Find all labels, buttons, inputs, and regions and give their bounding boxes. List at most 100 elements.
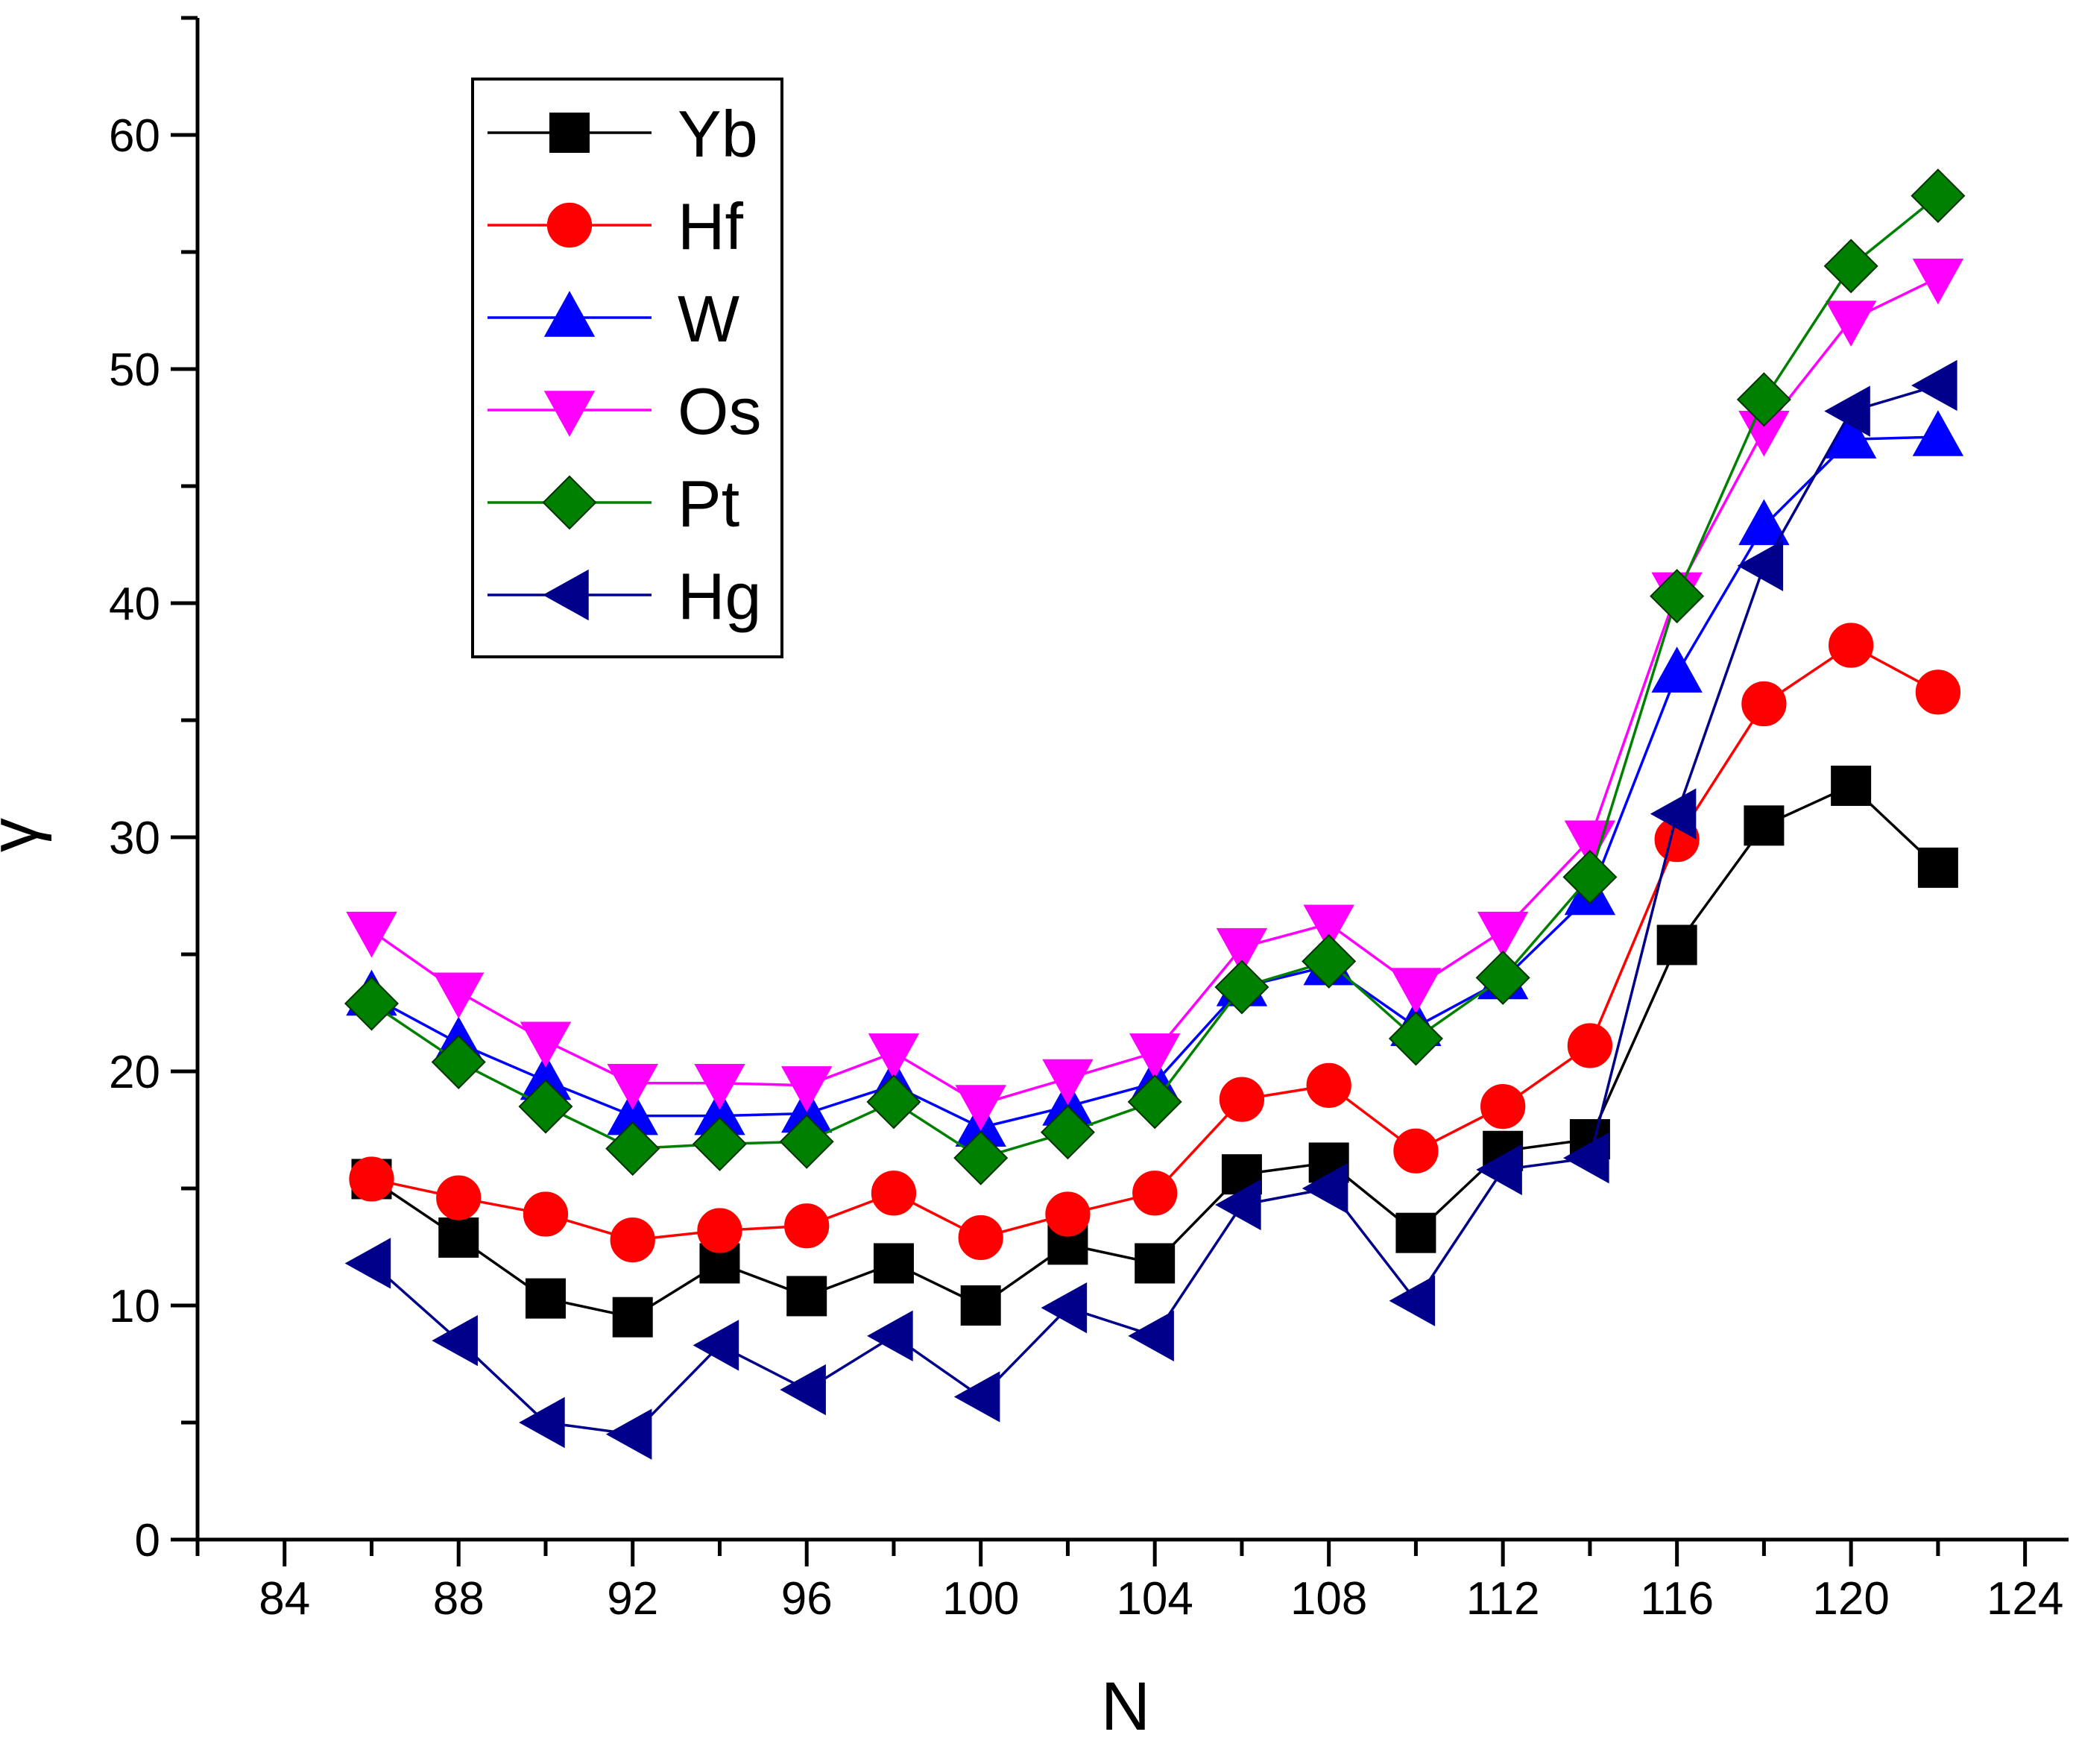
legend-marker-os — [543, 391, 596, 437]
data-point-pt — [1302, 933, 1357, 989]
x-tick-label: 124 — [1987, 1573, 2063, 1625]
data-point-yb — [438, 1217, 479, 1258]
x-tick-label: 88 — [433, 1573, 485, 1625]
data-point-yb — [1135, 1243, 1176, 1284]
data-point-pt — [1736, 372, 1791, 427]
data-point-os — [1477, 911, 1529, 958]
y-axis-title: γ — [0, 818, 52, 852]
y-tick-label: 30 — [109, 813, 160, 864]
x-tick-label: 116 — [1640, 1573, 1714, 1625]
legend-label-w: W — [678, 282, 739, 356]
data-point-hf — [523, 1191, 569, 1237]
legend-label-pt: Pt — [678, 467, 739, 541]
data-point-os — [868, 1033, 920, 1080]
legend-marker-pt — [542, 475, 597, 530]
data-point-hf — [1393, 1128, 1439, 1174]
data-point-yb — [1744, 805, 1785, 846]
y-tick-label: 10 — [109, 1281, 160, 1332]
data-point-hf — [871, 1171, 917, 1216]
data-point-yb — [612, 1297, 653, 1338]
legend-marker-w — [543, 291, 596, 337]
data-point-os — [1825, 300, 1877, 347]
data-point-hg — [1389, 1275, 1436, 1326]
series-hf — [349, 623, 1961, 1263]
legend-label-yb: Yb — [678, 97, 758, 171]
data-point-pt — [344, 976, 400, 1031]
x-tick-label: 112 — [1466, 1573, 1540, 1625]
data-point-yb — [1656, 924, 1697, 966]
data-point-os — [1390, 968, 1442, 1014]
data-point-hg — [1302, 1162, 1348, 1215]
data-point-pt — [1127, 1074, 1182, 1130]
data-point-pt — [1040, 1105, 1095, 1160]
data-point-hg — [867, 1310, 913, 1362]
data-point-pt — [1650, 569, 1705, 624]
data-point-yb — [525, 1278, 566, 1319]
series-pt — [344, 168, 1966, 1185]
data-point-w — [1651, 646, 1703, 693]
legend-marker-hg — [543, 569, 589, 621]
data-point-hf — [1915, 670, 1961, 715]
data-point-hg — [1476, 1144, 1522, 1196]
data-point-os — [346, 911, 397, 958]
legend-label-hf: Hf — [678, 189, 744, 263]
data-point-hg — [1128, 1310, 1174, 1362]
data-point-hf — [1219, 1077, 1265, 1122]
data-point-hf — [697, 1208, 742, 1253]
data-point-hf — [958, 1215, 1003, 1261]
data-point-hg — [1824, 385, 1870, 437]
data-point-hg — [1041, 1282, 1088, 1334]
data-point-os — [694, 1064, 745, 1110]
data-point-yb — [1917, 847, 1958, 888]
data-point-pt — [1562, 849, 1618, 904]
series-line-hf — [371, 643, 1939, 1241]
data-point-hg — [519, 1396, 565, 1449]
data-point-hf — [1567, 1023, 1613, 1068]
legend-label-hg: Hg — [678, 559, 762, 633]
data-point-yb — [1395, 1212, 1436, 1253]
x-tick-label: 104 — [1116, 1573, 1193, 1625]
data-point-hf — [1829, 623, 1874, 668]
axes: 84 88 92 96 100 104 108 112 116 120 124 0 10 20 30 40 50… — [109, 16, 2069, 1625]
data-point-hg — [780, 1364, 826, 1416]
y-tick-label: 20 — [109, 1047, 160, 1098]
data-point-pt — [1214, 960, 1269, 1015]
legend-marker-yb — [549, 113, 590, 153]
y-tick-label: 40 — [109, 579, 160, 630]
data-point-os — [955, 1085, 1006, 1131]
data-point-yb — [960, 1285, 1001, 1326]
data-point-w — [1912, 410, 1964, 456]
data-point-w — [1825, 412, 1877, 459]
series-os — [346, 258, 1964, 1131]
data-point-pt — [518, 1079, 573, 1134]
y-tick-label: 50 — [109, 344, 160, 396]
legend-marker-hf — [546, 202, 593, 248]
data-point-hf — [1306, 1062, 1351, 1108]
data-point-pt — [953, 1130, 1009, 1185]
y-tick-label: 60 — [109, 110, 160, 162]
data-point-hf — [1132, 1171, 1178, 1216]
data-point-hf — [1045, 1191, 1091, 1237]
data-point-pt — [1823, 239, 1878, 294]
data-point-yb — [873, 1243, 914, 1284]
data-point-hg — [953, 1371, 1000, 1423]
data-point-os — [1912, 258, 1964, 305]
legend-label-os: Os — [678, 374, 761, 448]
data-point-os — [781, 1066, 833, 1112]
data-point-os — [1216, 927, 1268, 974]
data-point-hg — [605, 1408, 652, 1460]
data-point-hg — [693, 1320, 739, 1371]
data-point-os — [520, 1021, 572, 1068]
data-point-os — [1129, 1033, 1181, 1080]
y-tick-label: 0 — [135, 1515, 160, 1566]
data-point-os — [1564, 820, 1616, 866]
legend: Yb Hf W Os Pt Hg — [471, 78, 783, 658]
data-point-os — [1303, 904, 1354, 951]
data-point-hf — [784, 1203, 830, 1249]
data-point-hg — [1563, 1132, 1609, 1184]
data-point-pt — [866, 1074, 921, 1130]
x-tick-label: 108 — [1290, 1573, 1367, 1625]
data-point-os — [607, 1064, 658, 1110]
data-point-pt — [1388, 1011, 1443, 1066]
